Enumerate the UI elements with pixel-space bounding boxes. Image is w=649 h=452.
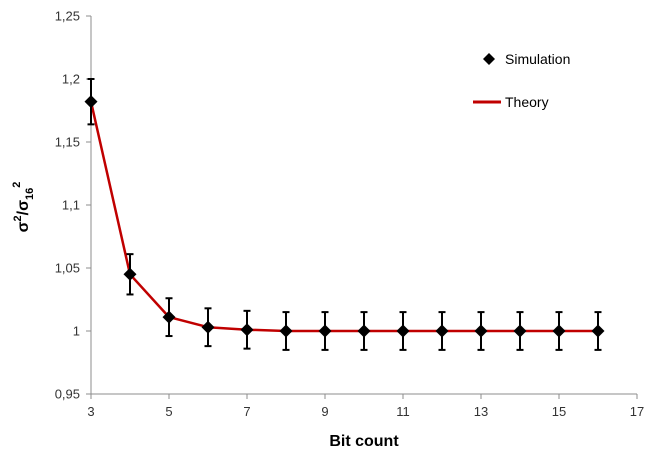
diamond-marker — [357, 324, 371, 338]
simulation-point — [591, 311, 605, 351]
x-tick-label: 17 — [630, 404, 644, 419]
simulation-point — [318, 311, 332, 351]
x-tick-label: 13 — [474, 404, 488, 419]
y-title-exp2: 2 — [11, 182, 23, 188]
diamond-marker — [513, 324, 527, 338]
diamond-marker — [201, 320, 215, 334]
theory-series — [89, 101, 598, 333]
y-title-sub: 16 — [24, 188, 36, 200]
legend-label-simulation: Simulation — [505, 51, 570, 67]
legend-diamond-icon — [483, 53, 495, 65]
legend-label-theory: Theory — [505, 94, 549, 110]
x-ticks: 3 5 7 9 11 13 15 17 — [87, 394, 644, 419]
simulation-point — [474, 311, 488, 351]
legend-item-simulation: Simulation — [483, 51, 570, 67]
simulation-point — [201, 307, 215, 348]
y-tick-label: 0,95 — [55, 387, 80, 402]
svg-text:σ2/σ162: σ2/σ162 — [11, 182, 36, 233]
y-tick-label: 1,25 — [55, 9, 80, 24]
x-tick-label: 15 — [552, 404, 566, 419]
diamond-marker — [279, 324, 293, 338]
diamond-marker — [84, 95, 98, 109]
diamond-marker — [552, 324, 566, 338]
legend: Simulation Theory — [473, 51, 570, 110]
simulation-point — [435, 311, 449, 351]
x-tick-label: 9 — [321, 404, 328, 419]
simulation-point — [123, 253, 137, 296]
simulation-series — [84, 78, 605, 351]
x-tick-label: 5 — [165, 404, 172, 419]
diamond-marker — [162, 310, 176, 324]
simulation-point — [240, 309, 254, 350]
simulation-point — [396, 311, 410, 351]
y-tick-label: 1,2 — [62, 72, 80, 87]
y-title-exp: 2 — [12, 215, 24, 221]
y-axis-title: σ2/σ162 — [11, 182, 36, 233]
y-tick-label: 1,1 — [62, 198, 80, 213]
y-ticks: 0,95 1 1,05 1,1 1,15 1,2 1,25 — [55, 9, 91, 402]
simulation-point — [84, 78, 98, 126]
diamond-marker — [396, 324, 410, 338]
y-title-base2: σ — [15, 200, 32, 211]
plot-area: 0,95 1 1,05 1,1 1,15 1,2 1,25 3 5 7 9 11 13 15 17 — [55, 9, 645, 420]
y-tick-label: 1,15 — [55, 135, 80, 150]
diamond-marker — [240, 323, 254, 337]
diamond-marker — [435, 324, 449, 338]
diamond-marker — [123, 267, 137, 281]
diamond-marker — [474, 324, 488, 338]
simulation-point — [513, 311, 527, 351]
x-tick-label: 11 — [396, 404, 410, 419]
y-title-slash: / — [15, 210, 32, 215]
simulation-point — [162, 297, 176, 338]
y-tick-label: 1 — [73, 324, 80, 339]
y-tick-label: 1,05 — [55, 261, 80, 276]
simulation-point — [357, 311, 371, 351]
theory-line — [89, 101, 598, 333]
simulation-point — [279, 311, 293, 351]
diamond-marker — [591, 324, 605, 338]
x-tick-label: 3 — [87, 404, 94, 419]
x-axis-title: Bit count — [329, 433, 399, 450]
x-tick-label: 7 — [243, 404, 250, 419]
diamond-marker — [318, 324, 332, 338]
y-title-base: σ — [15, 221, 32, 232]
legend-item-theory: Theory — [473, 94, 549, 110]
simulation-point — [552, 311, 566, 351]
